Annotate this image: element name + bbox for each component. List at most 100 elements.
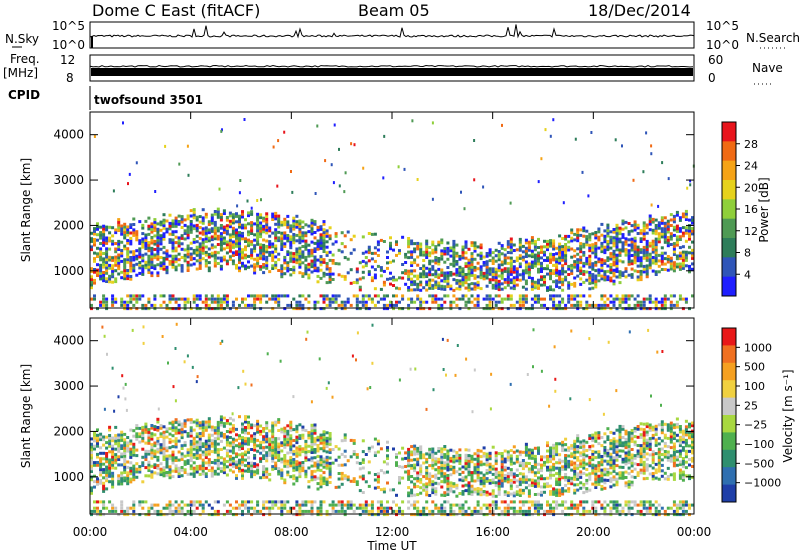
- heatmap-cell: [552, 280, 556, 284]
- heatmap-cell: [238, 255, 241, 259]
- heatmap-cell: [186, 448, 190, 452]
- heatmap-cell: [367, 307, 371, 311]
- heatmap-cell: [343, 275, 347, 279]
- heatmap-cell: [600, 274, 604, 278]
- heatmap-cell: [440, 458, 444, 462]
- heatmap-cell: [298, 230, 302, 234]
- heatmap-cell: [419, 450, 423, 454]
- heatmap-cell: [573, 265, 577, 269]
- heatmap-cell: [271, 253, 275, 257]
- heatmap-cell: [358, 288, 362, 292]
- heatmap-cell: [225, 443, 229, 447]
- heatmap-cell: [612, 236, 616, 240]
- heatmap-cell: [244, 439, 247, 443]
- heatmap-cell: [235, 242, 238, 246]
- heatmap-cell: [660, 254, 664, 258]
- heatmap-cell: [313, 258, 317, 262]
- heatmap-cell: [434, 280, 438, 284]
- heatmap-cell: [274, 236, 278, 240]
- heatmap-cell: [684, 218, 688, 221]
- heatmap-cell: [126, 274, 130, 278]
- heatmap-cell: [470, 294, 474, 298]
- heatmap-cell: [244, 503, 247, 507]
- heatmap-cell: [213, 220, 217, 224]
- heatmap-cell: [99, 468, 103, 472]
- heatmap-cell: [114, 280, 118, 284]
- heatmap-cell: [461, 283, 465, 287]
- heatmap-cell: [425, 275, 429, 278]
- heatmap-cell: [333, 123, 336, 127]
- heatmap-cell: [373, 246, 377, 250]
- heatmap-cell: [434, 261, 438, 265]
- heatmap-cell: [398, 287, 401, 291]
- heatmap-cell: [675, 210, 679, 214]
- heatmap-cell: [96, 263, 99, 267]
- heatmap-cell: [506, 261, 510, 265]
- heatmap-cell: [331, 448, 335, 451]
- heatmap-cell: [108, 509, 112, 513]
- heatmap-cell: [135, 462, 139, 466]
- heatmap-cell: [555, 503, 559, 507]
- heatmap-cell: [383, 134, 386, 138]
- heatmap-cell: [585, 509, 589, 513]
- heatmap-cell: [132, 217, 136, 221]
- heatmap-cell: [567, 513, 571, 517]
- heatmap-cell: [135, 424, 139, 428]
- heatmap-cell: [588, 294, 592, 298]
- heatmap-cell: [434, 294, 438, 298]
- heatmap-cell: [663, 307, 667, 311]
- heatmap-cell: [171, 450, 175, 454]
- heatmap-cell: [521, 255, 525, 259]
- heatmap-cell: [386, 440, 389, 444]
- heatmap-cell: [491, 500, 495, 504]
- heatmap-cell: [669, 259, 673, 263]
- heatmap-cell: [153, 471, 157, 475]
- heatmap-cell: [609, 257, 613, 261]
- heatmap-cell: [594, 255, 598, 259]
- heatmap-cell: [603, 307, 607, 311]
- heatmap-cell: [313, 266, 317, 270]
- heatmap-cell: [277, 445, 281, 449]
- heatmap-cell: [247, 420, 250, 424]
- heatmap-cell: [295, 449, 299, 453]
- heatmap-cell: [207, 439, 211, 442]
- heatmap-cell: [657, 221, 661, 225]
- heatmap-cell: [192, 238, 196, 241]
- heatmap-cell: [129, 480, 133, 484]
- heatmap-cell: [648, 263, 652, 267]
- heatmap-cell: [627, 509, 631, 513]
- heatmap-cell: [180, 427, 184, 431]
- heatmap-cell: [274, 222, 278, 226]
- heatmap-cell: [588, 287, 592, 291]
- heatmap-cell: [691, 227, 694, 230]
- heatmap-cell: [162, 506, 166, 510]
- heatmap-cell: [244, 303, 247, 307]
- heatmap-cell: [618, 273, 622, 276]
- heatmap-cell: [171, 458, 175, 462]
- heatmap-cell: [425, 250, 429, 254]
- heatmap-cell: [594, 231, 598, 234]
- heatmap-cell: [235, 212, 238, 216]
- heatmap-cell: [144, 219, 148, 223]
- heatmap-cell: [114, 255, 118, 259]
- heatmap-cell: [117, 474, 121, 478]
- heatmap-cell: [452, 264, 456, 268]
- heatmap-cell: [150, 503, 154, 507]
- heatmap-cell: [274, 450, 278, 454]
- heatmap-cell: [443, 480, 447, 484]
- heatmap-cell: [120, 477, 124, 480]
- heatmap-cell: [672, 261, 676, 265]
- heatmap-cell: [250, 469, 254, 473]
- heatmap-cell: [99, 225, 103, 229]
- heatmap-cell: [126, 474, 130, 478]
- heatmap-cell: [672, 263, 676, 267]
- heatmap-cell: [591, 281, 595, 285]
- heatmap-cell: [319, 436, 323, 440]
- heatmap-cell: [250, 248, 254, 252]
- heatmap-cell: [201, 300, 205, 304]
- heatmap-cell: [198, 215, 202, 219]
- heatmap-cell: [464, 489, 468, 493]
- heatmap-cell: [440, 469, 444, 473]
- heatmap-cell: [512, 284, 516, 288]
- heatmap-cell: [328, 503, 332, 507]
